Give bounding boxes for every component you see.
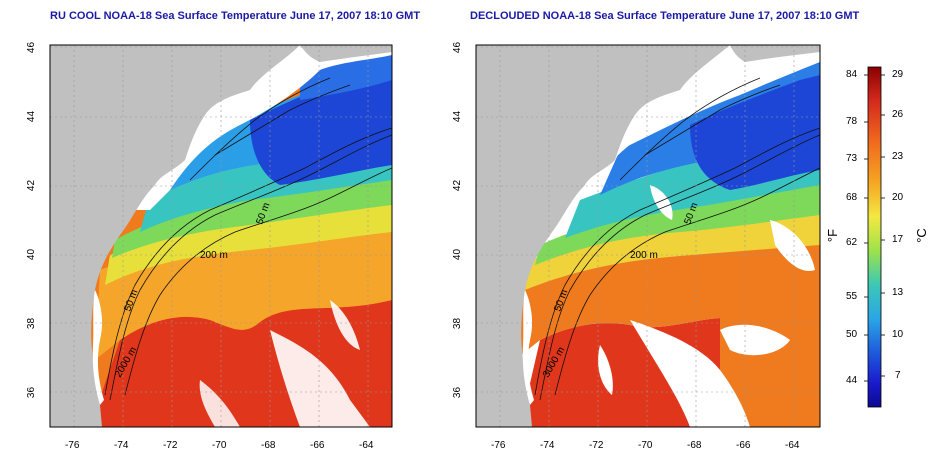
right-ytick-42: 42 [452,179,464,192]
right-contour-label-200m: 200 m [630,250,658,261]
right-panel-title: DECLOUDED NOAA-18 Sea Surface Temperatur… [470,10,860,22]
colorbar-f-84: 84 [846,69,858,80]
right-ytick-40: 40 [452,248,464,261]
colorbar-f-68: 68 [846,192,858,203]
left-xtick-74: -74 [114,440,129,451]
right-ytick-38: 38 [452,317,464,330]
left-panel-title: RU COOL NOAA-18 Sea Surface Temperature … [50,10,421,22]
colorbar-f-55: 55 [846,291,858,302]
colorbar-f-78: 78 [846,116,858,127]
colorbar-c-23: 23 [892,151,904,162]
colorbar-f-44: 44 [846,375,858,386]
left-map-body [50,45,392,427]
left-ytick-46: 46 [26,41,38,54]
right-xtick-68: -68 [687,440,702,451]
left-ytick-42: 42 [26,179,38,192]
left-ytick-38: 38 [26,317,38,330]
colorbar-c-29: 29 [892,69,904,80]
left-xtick-72: -72 [163,440,178,451]
right-xtick-72: -72 [589,440,604,451]
left-contour-label-200m: 200 m [200,250,228,261]
colorbar-f-73: 73 [846,153,858,164]
left-xtick-66: -66 [310,440,325,451]
colorbar-unit-fahrenheit: °F [825,228,841,243]
left-xtick-76: -76 [65,440,80,451]
right-xtick-64: -64 [785,440,800,451]
right-xtick-70: -70 [638,440,653,451]
colorbar-c-7: 7 [895,370,901,381]
right-xtick-74: -74 [540,440,555,451]
colorbar [867,66,882,408]
right-ytick-36: 36 [452,386,464,399]
right-ytick-44: 44 [452,110,464,123]
left-xtick-70: -70 [212,440,227,451]
colorbar-c-17: 17 [892,234,904,245]
right-ytick-46: 46 [452,41,464,54]
colorbar-c-13: 13 [892,287,904,298]
left-ytick-44: 44 [26,110,38,123]
colorbar-f-62: 62 [846,237,858,248]
colorbar-unit-celsius: °C [913,228,929,243]
left-ytick-40: 40 [26,248,38,261]
left-ytick-36: 36 [26,386,38,399]
right-xtick-76: -76 [491,440,506,451]
right-map-body [476,45,820,427]
right-xtick-66: -66 [736,440,751,451]
left-xtick-68: -68 [261,440,276,451]
colorbar-f-50: 50 [846,329,858,340]
colorbar-c-26: 26 [892,109,904,120]
left-xtick-64: -64 [359,440,374,451]
colorbar-c-20: 20 [892,192,904,203]
colorbar-c-10: 10 [892,329,904,340]
